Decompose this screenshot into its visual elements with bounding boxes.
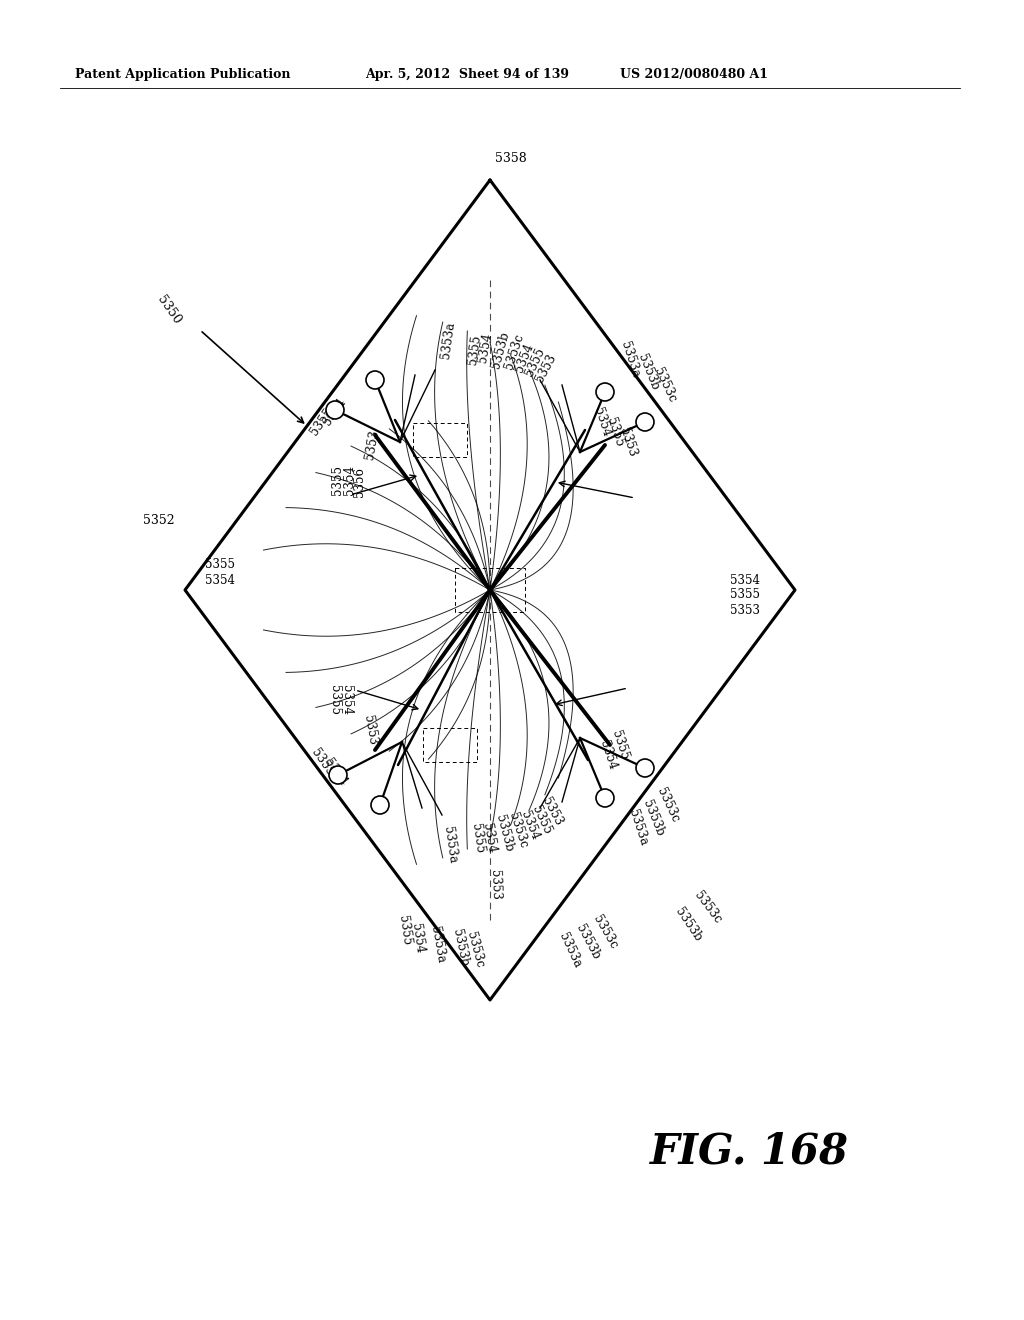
Text: 5353a: 5353a — [428, 925, 447, 965]
Text: Apr. 5, 2012  Sheet 94 of 139: Apr. 5, 2012 Sheet 94 of 139 — [365, 69, 569, 81]
Text: 5353b: 5353b — [573, 923, 602, 962]
Text: 5353c: 5353c — [651, 366, 679, 404]
Text: 5355: 5355 — [396, 915, 414, 945]
Text: 5353b: 5353b — [493, 813, 515, 853]
Text: 5355: 5355 — [332, 465, 344, 495]
Text: 5353: 5353 — [617, 426, 639, 458]
Text: 5353c: 5353c — [692, 890, 724, 927]
Text: 5354: 5354 — [322, 396, 349, 428]
Text: 5353c: 5353c — [502, 333, 526, 371]
Text: 5353b: 5353b — [672, 906, 703, 944]
Text: US 2012/0080480 A1: US 2012/0080480 A1 — [620, 69, 768, 81]
Text: 5353b: 5353b — [640, 799, 666, 838]
Text: 5353c: 5353c — [654, 785, 682, 825]
Text: 5355: 5355 — [308, 746, 336, 777]
Text: 5354: 5354 — [518, 809, 542, 842]
Text: 5354: 5354 — [342, 465, 355, 495]
Text: 5353b: 5353b — [488, 330, 511, 370]
Text: 5354: 5354 — [512, 342, 536, 375]
Text: 5354: 5354 — [476, 333, 494, 364]
Text: 5353a: 5353a — [439, 321, 457, 359]
Text: 5353b: 5353b — [450, 928, 470, 968]
Text: 5353: 5353 — [362, 429, 381, 461]
Text: 5356: 5356 — [353, 467, 367, 498]
Text: 5355: 5355 — [529, 804, 554, 837]
Text: 5353: 5353 — [488, 870, 502, 900]
Text: 5353b: 5353b — [635, 352, 662, 392]
Text: 5354: 5354 — [341, 685, 353, 715]
Circle shape — [371, 796, 389, 814]
Text: 5353: 5353 — [361, 714, 379, 746]
Text: 5355: 5355 — [205, 558, 234, 572]
Text: 5353a: 5353a — [441, 826, 459, 865]
Text: 5355: 5355 — [467, 334, 483, 366]
Text: 5353a: 5353a — [618, 341, 642, 380]
Text: 5350: 5350 — [155, 293, 184, 327]
Text: 5353a: 5353a — [626, 808, 650, 847]
Text: 5353: 5353 — [540, 796, 565, 828]
Text: 5355: 5355 — [609, 729, 631, 762]
Circle shape — [596, 383, 614, 401]
Text: 5355: 5355 — [730, 589, 760, 602]
Text: 5353c: 5353c — [464, 931, 486, 969]
Circle shape — [636, 413, 654, 432]
Text: 5355: 5355 — [308, 407, 336, 438]
Text: 5354: 5354 — [410, 923, 427, 954]
Text: 5354: 5354 — [591, 405, 612, 438]
Text: 5354: 5354 — [730, 573, 760, 586]
Circle shape — [329, 766, 347, 784]
Text: FIG. 168: FIG. 168 — [650, 1130, 849, 1172]
Text: 5353: 5353 — [534, 351, 559, 384]
Circle shape — [366, 371, 384, 389]
Text: 5353: 5353 — [730, 603, 760, 616]
Text: 5354: 5354 — [597, 739, 618, 771]
Text: 5355: 5355 — [523, 346, 547, 379]
Circle shape — [596, 789, 614, 807]
Text: 5355: 5355 — [469, 822, 486, 854]
Text: 5353a: 5353a — [556, 931, 584, 969]
Text: 5355: 5355 — [329, 685, 341, 715]
Text: 5355: 5355 — [604, 416, 626, 449]
Text: 5353c: 5353c — [506, 810, 529, 850]
Text: 5354: 5354 — [480, 822, 498, 854]
Text: 5358: 5358 — [495, 152, 526, 165]
Text: 5352: 5352 — [143, 513, 175, 527]
Text: 5354: 5354 — [322, 756, 349, 788]
Text: Patent Application Publication: Patent Application Publication — [75, 69, 291, 81]
Text: 5354: 5354 — [205, 573, 234, 586]
Text: 5353c: 5353c — [590, 913, 620, 952]
Circle shape — [326, 401, 344, 418]
Circle shape — [636, 759, 654, 777]
